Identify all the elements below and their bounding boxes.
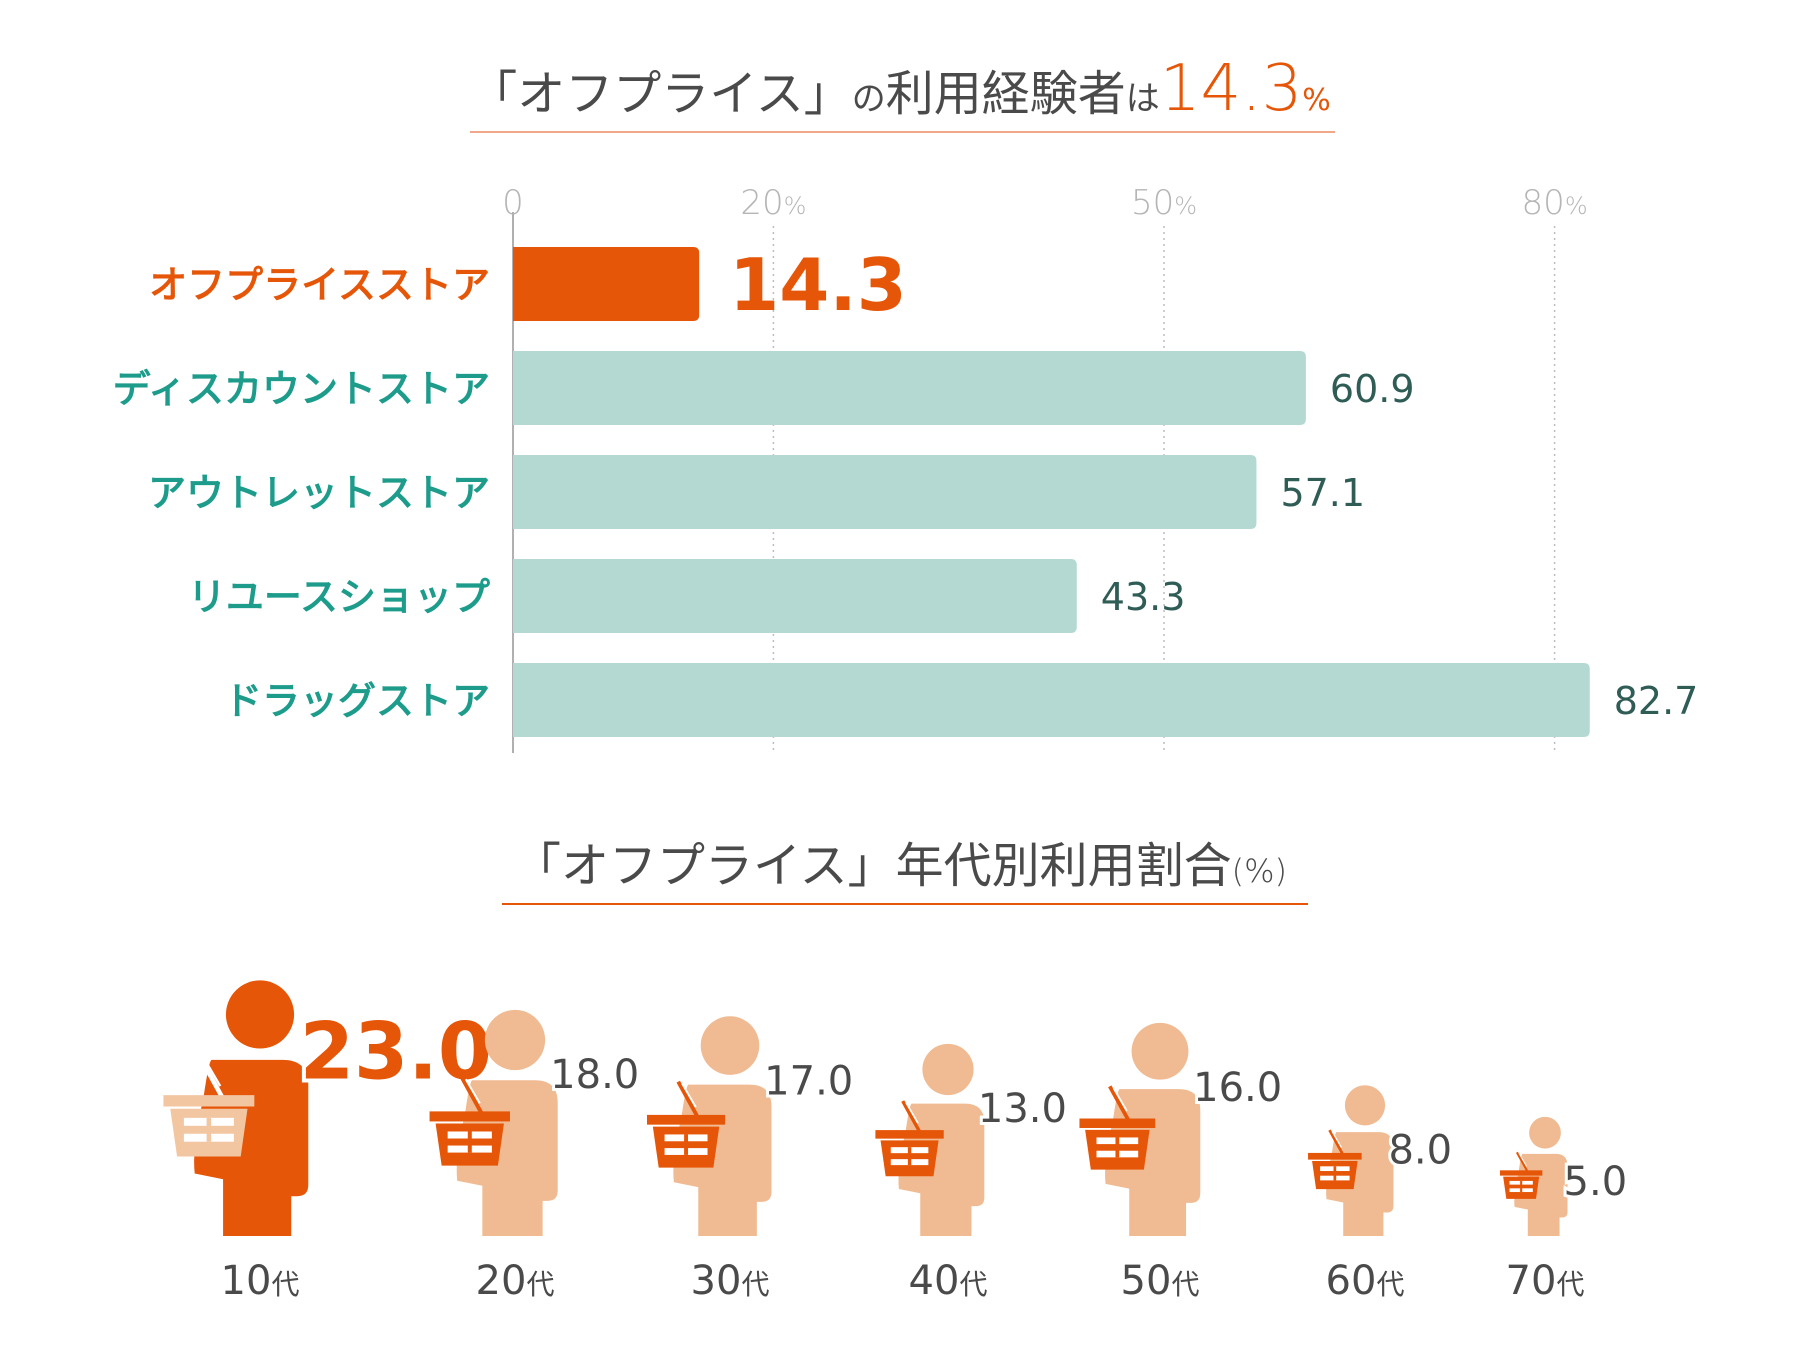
person-icon xyxy=(673,1016,772,1236)
age-value-label: 18.0 xyxy=(550,1052,639,1098)
bar xyxy=(513,351,1306,425)
age-category-label: 30代 xyxy=(691,1258,770,1304)
bar-category-label: リユースショップ xyxy=(188,575,490,619)
x-tick-label: 50% xyxy=(1131,183,1197,223)
age-number: 70 xyxy=(1506,1258,1557,1304)
age-number: 50 xyxy=(1121,1258,1172,1304)
title-middle: 利用経験者 xyxy=(886,66,1126,122)
pictogram-title-unit: (%) xyxy=(1232,852,1287,890)
age-number: 20 xyxy=(476,1258,527,1304)
age-category-label: 70代 xyxy=(1506,1258,1585,1304)
bar xyxy=(513,559,1077,633)
x-tick-number: 0 xyxy=(502,183,524,223)
basket-icon xyxy=(646,1080,726,1168)
bar-chart-section: 「オフプライス」の利用経験者は14.3% 0 20% 50% 80% オフプライススト… xyxy=(113,52,1698,753)
x-tick-label: 80% xyxy=(1522,183,1588,223)
age-group: 16.0 50代 xyxy=(1079,1022,1285,1304)
age-value-label: 16.0 xyxy=(1193,1065,1282,1111)
age-value-label: 23.0 xyxy=(300,1007,492,1097)
age-suffix: 代 xyxy=(1171,1268,1199,1301)
x-tick-label: 0 xyxy=(502,183,524,223)
basket-icon xyxy=(163,1055,255,1157)
age-suffix: 代 xyxy=(1556,1268,1584,1301)
bar xyxy=(513,455,1257,529)
age-suffix: 代 xyxy=(959,1268,987,1301)
person-icon xyxy=(1105,1022,1201,1236)
age-number: 10 xyxy=(221,1258,272,1304)
age-number: 60 xyxy=(1326,1258,1377,1304)
x-tick-unit: % xyxy=(784,192,807,220)
x-tick-number: 20 xyxy=(740,183,783,223)
age-group: 23.0 10代 xyxy=(163,980,496,1304)
bar-row: リユースショップ 43.3 xyxy=(188,559,1185,633)
basket-icon xyxy=(429,1076,510,1166)
title-particle2: は xyxy=(1126,79,1160,119)
age-group: 13.0 40代 xyxy=(875,1043,1070,1304)
pictogram-section: 「オフプライス」年代別利用割合(%) 23.010代18.020代17.030代… xyxy=(163,838,1630,1304)
pictogram-title-main: 「オフプライス」年代別利用割合 xyxy=(513,838,1232,894)
age-suffix: 代 xyxy=(1376,1268,1404,1301)
basket-icon xyxy=(1308,1129,1362,1190)
bar-value-label: 14.3 xyxy=(729,243,907,327)
bar-row: ドラッグストア 82.7 xyxy=(224,663,1698,737)
age-value-label: 5.0 xyxy=(1564,1159,1628,1205)
person-icon xyxy=(1326,1085,1394,1236)
bar-category-label: オフプライスストア xyxy=(149,263,490,307)
age-value-label: 13.0 xyxy=(978,1086,1067,1132)
basket-icon xyxy=(1499,1151,1543,1199)
bar-category-label: アウトレットストア xyxy=(148,471,490,515)
bar-row: オフプライスストア 14.3 xyxy=(149,243,907,327)
bars: オフプライスストア 14.3 ディスカウントストア 60.9 アウトレットストア 57.1… xyxy=(113,243,1698,737)
x-tick-number: 80 xyxy=(1522,183,1565,223)
title-unit: % xyxy=(1302,83,1331,118)
age-category-label: 20代 xyxy=(476,1258,555,1304)
age-category-label: 60代 xyxy=(1326,1258,1405,1304)
bar-value-label: 43.3 xyxy=(1101,575,1186,619)
age-group: 18.0 20代 xyxy=(429,1009,642,1304)
x-tick-number: 50 xyxy=(1131,183,1174,223)
x-tick-unit: % xyxy=(1565,192,1588,220)
x-tick-label: 20% xyxy=(740,183,806,223)
basket-icon xyxy=(875,1100,944,1177)
bar-row: ディスカウントストア 60.9 xyxy=(113,351,1415,425)
age-pictograms: 23.010代18.020代17.030代13.040代16.050代8.060… xyxy=(163,980,1630,1304)
x-axis-ticks: 0 20% 50% 80% xyxy=(502,183,1587,223)
age-suffix: 代 xyxy=(741,1268,769,1301)
age-value-label: 8.0 xyxy=(1388,1127,1452,1173)
age-number: 40 xyxy=(909,1258,960,1304)
basket-icon xyxy=(1079,1085,1156,1170)
age-category-label: 40代 xyxy=(909,1258,988,1304)
age-group: 5.0 70代 xyxy=(1499,1116,1630,1304)
age-group: 17.0 30代 xyxy=(646,1016,856,1304)
title-value: 14.3 xyxy=(1160,52,1303,126)
title-prefix: 「オフプライス」 xyxy=(469,66,852,122)
person-icon xyxy=(194,980,309,1236)
age-value-label: 17.0 xyxy=(764,1058,853,1104)
bar-category-label: ドラッグストア xyxy=(224,679,490,723)
bar xyxy=(513,663,1590,737)
bar-category-label: ディスカウントストア xyxy=(113,367,490,411)
age-category-label: 50代 xyxy=(1121,1258,1200,1304)
bar xyxy=(513,247,700,321)
person-icon xyxy=(898,1043,985,1236)
title-particle: の xyxy=(852,79,886,119)
bar-value-label: 82.7 xyxy=(1614,679,1699,723)
age-number: 30 xyxy=(691,1258,742,1304)
person-icon xyxy=(1514,1116,1568,1236)
x-tick-unit: % xyxy=(1174,192,1197,220)
age-suffix: 代 xyxy=(271,1268,299,1301)
bar-row: アウトレットストア 57.1 xyxy=(148,455,1365,529)
bar-value-label: 60.9 xyxy=(1330,367,1415,411)
bar-chart-title: 「オフプライス」の利用経験者は14.3% xyxy=(469,52,1331,126)
pictogram-title: 「オフプライス」年代別利用割合(%) xyxy=(513,838,1287,894)
age-group: 8.0 60代 xyxy=(1308,1085,1455,1304)
bar-value-label: 57.1 xyxy=(1280,471,1365,515)
age-suffix: 代 xyxy=(526,1268,554,1301)
age-category-label: 10代 xyxy=(221,1258,300,1304)
